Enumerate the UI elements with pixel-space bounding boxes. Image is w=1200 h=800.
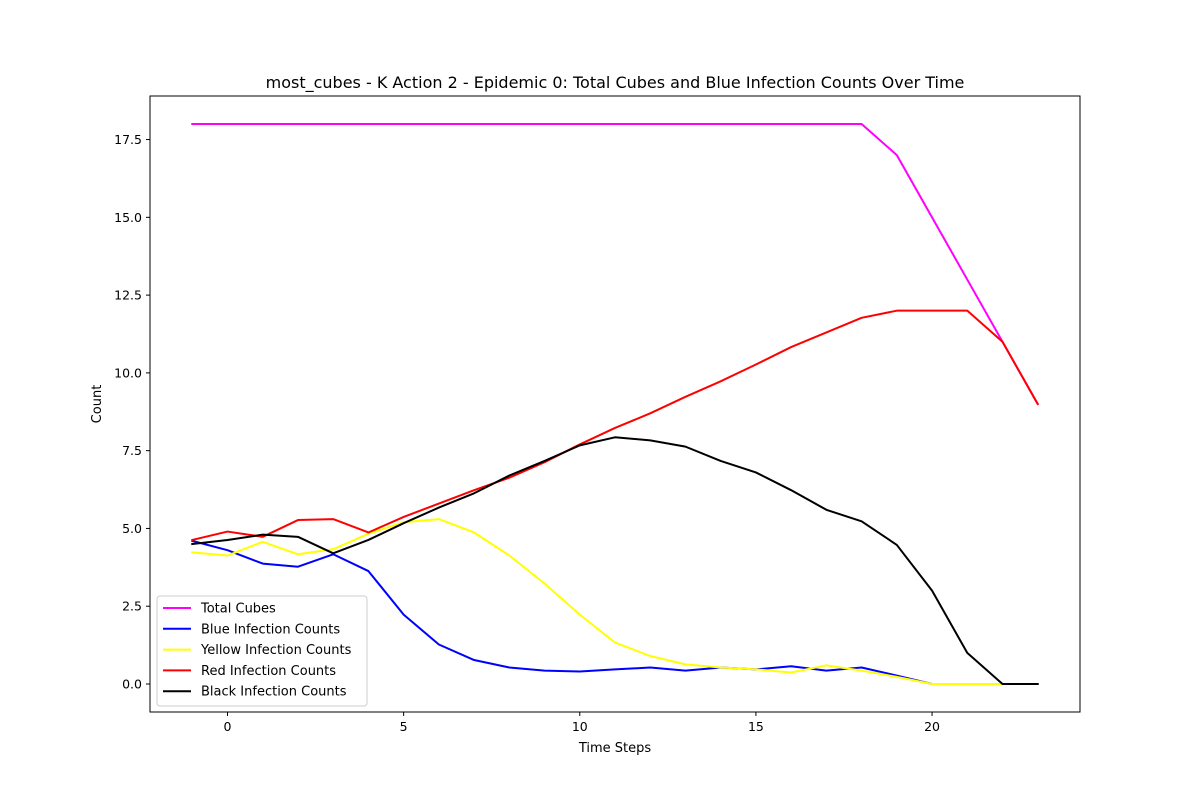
legend-label-blue-infection-counts: Blue Infection Counts xyxy=(201,622,340,637)
x-tick-label: 20 xyxy=(924,719,940,734)
chart-title: most_cubes - K Action 2 - Epidemic 0: To… xyxy=(266,73,965,93)
x-tick-label: 5 xyxy=(400,719,408,734)
x-axis: 0 5 10 15 20 xyxy=(224,712,940,734)
legend-label-black-infection-counts: Black Infection Counts xyxy=(201,685,347,700)
y-axis: 0.0 2.5 5.0 7.5 10.0 12.5 15.0 17.5 xyxy=(114,132,150,692)
series-lines xyxy=(191,123,1040,685)
y-tick-label: 10.0 xyxy=(114,365,142,380)
series-line-blue-infection-counts xyxy=(191,539,1004,685)
y-tick-label: 7.5 xyxy=(122,443,142,458)
y-tick-label: 2.5 xyxy=(122,599,142,614)
y-tick-label: 17.5 xyxy=(114,132,142,147)
legend-items: Total Cubes Blue Infection Counts Yellow I… xyxy=(163,602,352,700)
series-line-red-infection-counts xyxy=(191,309,1040,542)
y-tick-label: 12.5 xyxy=(114,288,142,303)
y-tick-label: 5.0 xyxy=(122,521,142,536)
legend-label-yellow-infection-counts: Yellow Infection Counts xyxy=(200,643,352,658)
legend-label-red-infection-counts: Red Infection Counts xyxy=(201,664,336,679)
y-tick-label: 0.0 xyxy=(122,677,142,692)
x-tick-label: 10 xyxy=(572,719,588,734)
y-axis-label: Count xyxy=(90,385,105,424)
series-line-total-cubes xyxy=(191,123,1040,406)
x-tick-label: 0 xyxy=(224,719,232,734)
legend-box xyxy=(156,595,368,707)
legend: Total Cubes Blue Infection Counts Yellow I… xyxy=(156,595,368,707)
y-tick-label: 15.0 xyxy=(114,210,142,225)
series-line-black-infection-counts xyxy=(191,436,1039,685)
x-tick-label: 15 xyxy=(748,719,764,734)
legend-label-total-cubes: Total Cubes xyxy=(200,602,276,617)
x-axis-label: Time Steps xyxy=(578,741,652,756)
